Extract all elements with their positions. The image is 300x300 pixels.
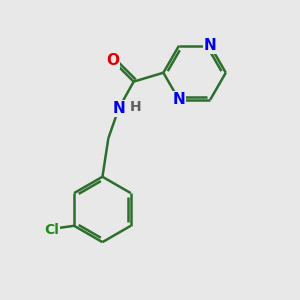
Text: Cl: Cl bbox=[44, 223, 59, 237]
Text: O: O bbox=[106, 53, 119, 68]
Text: H: H bbox=[129, 100, 141, 114]
Text: N: N bbox=[172, 92, 185, 107]
Text: N: N bbox=[204, 38, 217, 53]
Text: N: N bbox=[112, 101, 125, 116]
